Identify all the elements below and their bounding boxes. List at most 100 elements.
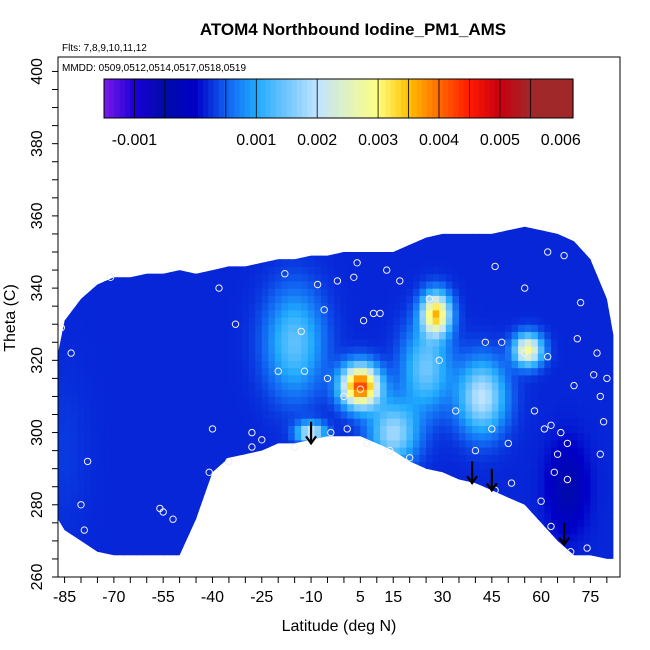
field-cell: [71, 454, 79, 463]
field-cell: [406, 389, 414, 398]
field-cell: [169, 226, 177, 231]
field-cell: [202, 266, 210, 275]
field-cell: [150, 345, 158, 354]
field-cell: [452, 324, 460, 333]
field-cell: [511, 226, 519, 231]
field-cell: [294, 252, 302, 260]
field-cell: [189, 425, 197, 434]
field-cell: [550, 403, 559, 412]
field-cell: [544, 259, 552, 268]
field-cell: [564, 396, 572, 405]
field-cell: [150, 432, 158, 441]
field-cell: [544, 447, 552, 455]
field-cell: [163, 309, 171, 318]
field-cell: [136, 244, 145, 253]
field-cell: [610, 468, 614, 477]
field-cell: [84, 548, 92, 556]
field-cell: [347, 526, 355, 535]
field-cell: [274, 345, 283, 354]
field-cell: [334, 324, 342, 333]
field-cell: [320, 309, 329, 318]
field-cell: [491, 295, 499, 304]
field-cell: [590, 490, 598, 499]
field-cell: [124, 563, 131, 571]
field-cell: [314, 244, 322, 253]
field-cell: [314, 490, 322, 499]
sample-point: [106, 273, 115, 281]
field-cell: [550, 432, 559, 441]
field-cell: [281, 288, 289, 296]
field-cell: [596, 374, 605, 383]
field-cell: [524, 490, 532, 499]
field-cell: [525, 563, 532, 571]
field-cell: [196, 396, 204, 405]
field-cell: [603, 454, 611, 463]
field-cell: [558, 216, 565, 224]
field-cell: [248, 309, 256, 318]
field-cell: [485, 475, 493, 484]
field-cell: [419, 475, 427, 484]
sample-point: [297, 327, 305, 336]
field-cell: [583, 230, 592, 239]
field-cell: [196, 526, 204, 535]
field-cell: [432, 432, 440, 441]
field-cell: [445, 280, 453, 289]
field-cell: [445, 475, 453, 484]
field-cell: [347, 360, 355, 369]
field-cell: [301, 273, 309, 282]
field-cell: [498, 418, 506, 426]
field-cell: [373, 324, 381, 333]
field-cell: [110, 288, 118, 296]
field-cell: [235, 540, 243, 549]
field-cell: [130, 230, 138, 239]
field-cell: [222, 273, 230, 282]
field-cell: [130, 259, 138, 268]
field-cell: [445, 338, 453, 347]
field-cell: [156, 252, 164, 260]
field-cell: [202, 497, 210, 506]
field-cell: [557, 519, 565, 528]
field-cell: [386, 410, 394, 419]
field-cell: [169, 345, 177, 354]
field-cell: [419, 540, 427, 549]
field-cell: [215, 382, 223, 390]
field-cell: [169, 367, 177, 376]
field-cell: [465, 280, 473, 289]
field-cell: [366, 454, 375, 463]
field-cell: [399, 353, 407, 361]
field-cell: [353, 259, 361, 268]
field-cell: [262, 216, 269, 224]
field-cell: [228, 512, 237, 520]
field-cell: [301, 302, 309, 311]
field-cell: [452, 519, 460, 528]
field-cell: [479, 216, 486, 224]
field-cell: [577, 526, 585, 535]
field-cell: [550, 331, 559, 340]
field-cell: [274, 353, 283, 361]
field-cell: [110, 226, 118, 231]
field-cell: [426, 230, 434, 239]
field-cell: [524, 252, 532, 260]
field-cell: [222, 548, 230, 556]
field-cell: [84, 288, 92, 296]
field-cell: [222, 309, 230, 318]
field-cell: [202, 252, 210, 260]
field-cell: [143, 338, 151, 347]
arrow-annotations: [305, 421, 571, 547]
field-cell: [518, 483, 526, 491]
field-cell: [97, 396, 105, 405]
field-cell: [478, 345, 486, 354]
field-cell: [445, 382, 453, 390]
field-cell: [544, 273, 552, 282]
field-cell: [294, 244, 302, 253]
sample-point: [208, 425, 217, 433]
field-cell: [71, 230, 79, 239]
field-cell: [268, 526, 276, 535]
field-cell: [314, 259, 322, 268]
field-cell: [557, 302, 565, 311]
field-cell: [353, 288, 361, 296]
field-cell: [295, 216, 302, 224]
field-cell: [209, 302, 217, 311]
field-cell: [347, 226, 355, 231]
field-cell: [196, 540, 204, 549]
